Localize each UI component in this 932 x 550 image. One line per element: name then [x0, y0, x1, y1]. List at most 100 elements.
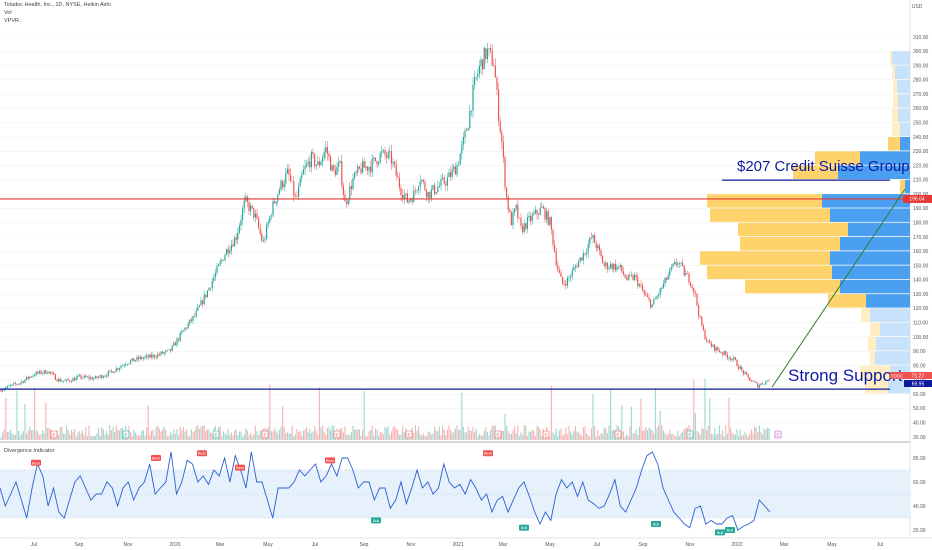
candle-body	[198, 305, 200, 308]
candle-body	[114, 371, 116, 374]
profile-down-bar	[892, 51, 910, 65]
candle-body	[448, 172, 450, 178]
volume-bar	[493, 425, 495, 440]
volume-bar	[491, 425, 493, 440]
candle-body	[142, 357, 144, 359]
candle-body	[152, 354, 154, 358]
candle-body	[365, 166, 367, 168]
volume-bar	[557, 436, 559, 440]
ticker-price-tag: TDOC 71.27	[890, 372, 932, 380]
candle-body	[366, 166, 368, 171]
volume-bar	[699, 434, 701, 440]
candle-body	[550, 217, 552, 230]
oscillator-axis[interactable]: 20.00 40.00 60.00 80.00	[913, 456, 926, 534]
target-annotation[interactable]: $207 Credit Suisse Group	[737, 158, 910, 175]
volume-bar	[579, 433, 581, 440]
candle-body	[50, 371, 52, 374]
price-tick-label: 290.00	[913, 63, 929, 69]
volume-bar	[27, 430, 29, 440]
candle-body	[568, 277, 570, 279]
price-axis[interactable]: 30.0040.0050.0060.0070.0080.0090.00100.0…	[913, 35, 929, 441]
candle-body	[350, 186, 352, 190]
indicator-title[interactable]: Divergence Indicator	[4, 448, 55, 454]
candle-body	[168, 349, 170, 350]
candle-body	[682, 262, 684, 266]
candle-body	[642, 285, 644, 291]
volume-bar	[384, 426, 386, 440]
candle-body	[728, 358, 730, 359]
candle-body	[627, 275, 629, 280]
bear-divergence-label: Bear	[198, 452, 207, 456]
price-tick-label: 210.00	[913, 178, 929, 184]
candle-body	[502, 142, 504, 158]
profile-down-bar	[848, 222, 910, 237]
candle-body	[706, 339, 708, 342]
candle-body	[686, 273, 688, 274]
candle-body	[314, 154, 316, 167]
volume-bar	[317, 434, 319, 440]
volume-bar	[435, 430, 437, 440]
bull-divergence-label: Bull	[653, 523, 659, 527]
bear-divergence-label: Bear	[152, 457, 161, 461]
volume-bar	[450, 429, 452, 440]
price-tick-label: 50.00	[913, 406, 926, 412]
volume-bar	[184, 431, 186, 440]
candle-body	[656, 296, 658, 299]
volume-bar	[366, 436, 368, 440]
candle-body	[323, 152, 325, 158]
candle-body	[51, 373, 53, 374]
volume-legend[interactable]: Vol	[4, 10, 12, 16]
candle-body	[10, 385, 12, 387]
support-annotation[interactable]: Strong Support	[788, 366, 903, 385]
candle-body	[605, 262, 607, 266]
candle-body	[62, 380, 64, 382]
trend-line[interactable]	[771, 188, 906, 388]
candle-body	[602, 256, 604, 264]
volume-bar	[109, 425, 111, 440]
volume-bar	[549, 436, 551, 440]
volume-bar	[402, 426, 404, 440]
candle-body	[226, 249, 228, 255]
candle-body	[453, 166, 455, 170]
candle-body	[37, 371, 39, 374]
volume-bar	[648, 427, 650, 440]
time-tick-label: May	[827, 542, 837, 548]
candle-body	[461, 144, 463, 154]
profile-up-bar	[893, 94, 898, 108]
oscillator-line	[0, 451, 771, 531]
bear-divergence-marker	[325, 457, 335, 464]
candle-body	[517, 204, 519, 218]
candle-body	[317, 161, 319, 165]
volume-bar	[594, 425, 596, 440]
volume-bar	[122, 427, 124, 440]
profile-up-bar	[892, 108, 898, 122]
volume-bar	[672, 433, 674, 440]
volume-bar	[242, 436, 244, 440]
candle-body	[456, 165, 458, 175]
volume-bar	[368, 431, 370, 440]
time-axis[interactable]: Jul Sep Nov 2020 Mar May Jul Sep Nov 2021 Mar May Ju…	[31, 542, 883, 548]
candle-body	[554, 244, 556, 252]
volume-bar	[638, 426, 640, 440]
vpvr-legend[interactable]: VPVR	[4, 18, 19, 24]
candle-body	[208, 287, 210, 291]
bull-divergence-label: Bull	[373, 519, 379, 523]
candle-body	[758, 385, 760, 388]
candle-body	[109, 370, 111, 372]
candle-body	[117, 368, 119, 370]
volume-bar	[219, 426, 221, 440]
divergence-indicator-pane: Bear Bear Bear Bear Bear Bear Bull Bull Bull Bull…	[0, 450, 910, 536]
candle-body	[192, 316, 194, 321]
volume-bar	[118, 430, 120, 440]
candle-body	[386, 155, 388, 158]
pane-separator[interactable]	[0, 441, 910, 443]
volume-bar	[472, 426, 474, 440]
volume-bar	[566, 434, 568, 440]
candle-body	[632, 275, 634, 280]
candle-body	[110, 370, 112, 372]
symbol-title[interactable]: Teladoc Health, Inc., 1D, NYSE, Heikin A…	[4, 2, 111, 8]
bear-divergence-label: Bear	[484, 452, 493, 456]
volume-bar	[555, 428, 557, 440]
bull-divergence-label: Bull	[521, 526, 527, 530]
